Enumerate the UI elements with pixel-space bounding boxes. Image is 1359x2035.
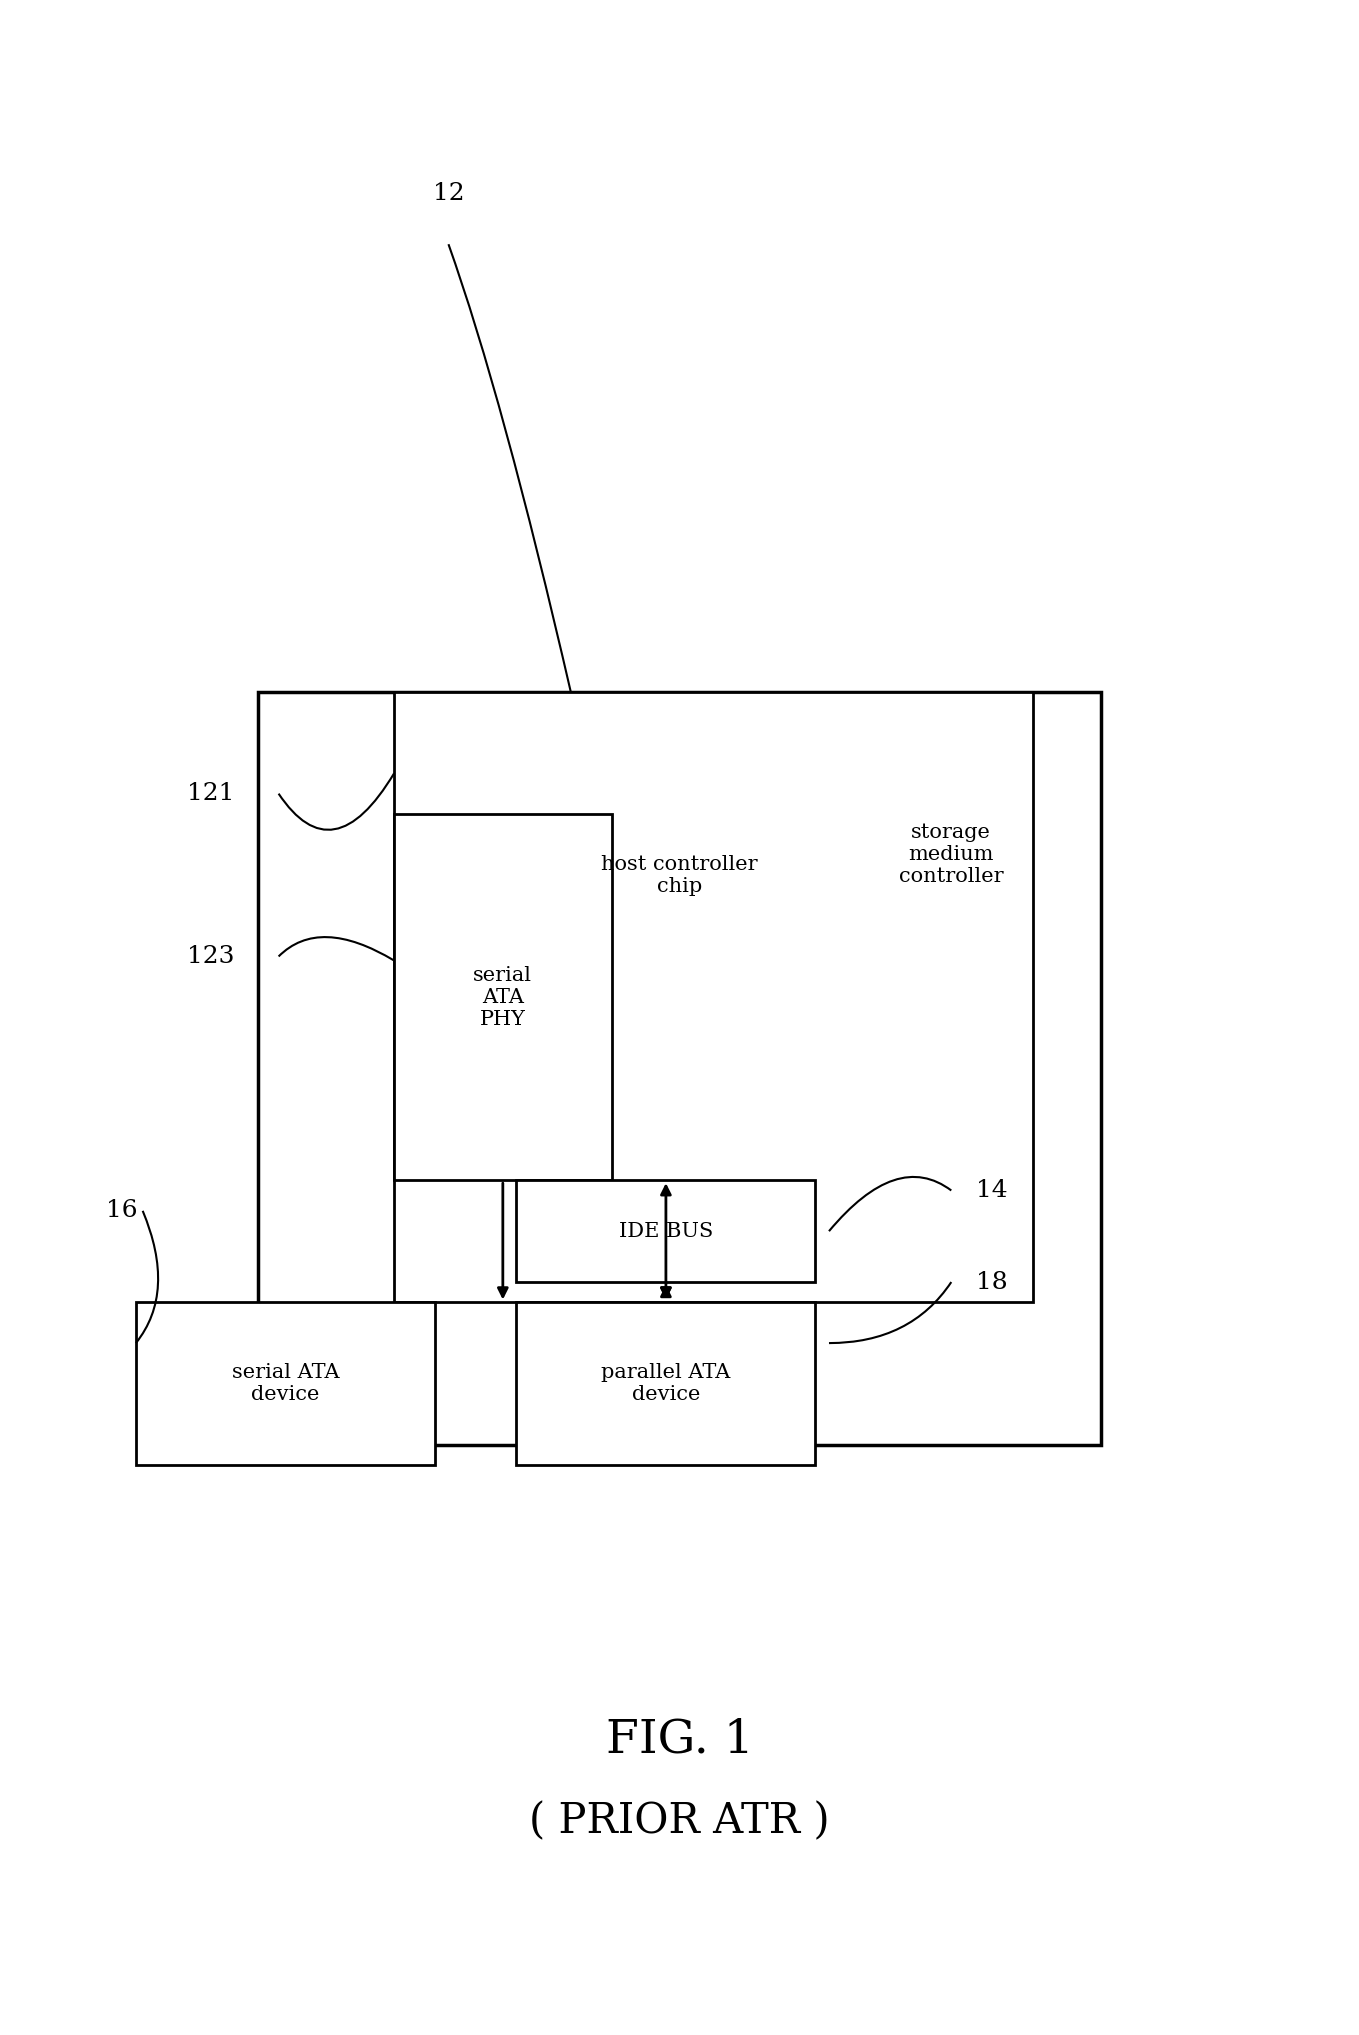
Text: 121: 121 [188,781,234,806]
Text: parallel ATA
device: parallel ATA device [601,1363,731,1404]
Bar [516,1302,815,1465]
Text: serial ATA
device: serial ATA device [231,1363,340,1404]
Bar [394,692,1033,1302]
Text: 18: 18 [976,1270,1008,1294]
Text: 14: 14 [976,1178,1008,1203]
Text: host controller
chip: host controller chip [601,855,758,895]
Text: ( PRIOR ATR ): ( PRIOR ATR ) [529,1801,830,1842]
Text: storage
medium
controller: storage medium controller [900,824,1003,885]
Text: 12: 12 [432,181,465,206]
Text: serial
ATA
PHY: serial ATA PHY [473,967,533,1028]
Text: 123: 123 [188,944,234,969]
Text: 16: 16 [106,1199,139,1223]
Bar [258,692,1101,1445]
Text: FIG. 1: FIG. 1 [606,1718,753,1762]
Text: IDE BUS: IDE BUS [618,1221,713,1241]
Bar [136,1302,435,1465]
Bar [516,1180,815,1282]
Bar [394,814,612,1180]
